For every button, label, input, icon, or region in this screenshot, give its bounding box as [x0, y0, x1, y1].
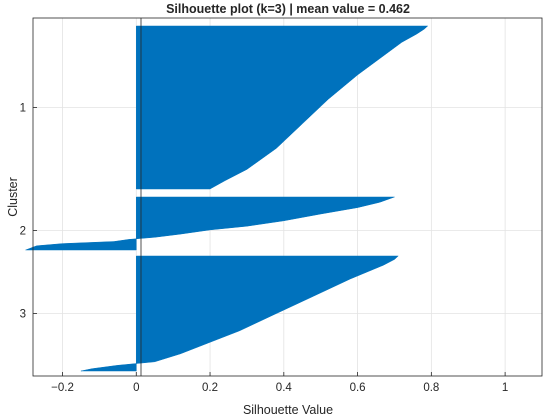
x-ticks: −0.2 0 0.2 0.4 0.6 0.8 1 — [51, 372, 508, 394]
x-tick-label: 1 — [502, 382, 508, 394]
x-tick-label: 0.6 — [350, 382, 366, 394]
y-tick-label: 1 — [20, 103, 26, 115]
x-tick-label: −0.2 — [51, 382, 74, 394]
x-tick-label: 0.4 — [276, 382, 293, 394]
x-tick-label: 0.2 — [202, 382, 218, 394]
y-tick-label: 2 — [20, 226, 26, 238]
x-axis-label: Silhouette Value — [243, 403, 333, 417]
y-ticks: 1 2 3 — [20, 103, 37, 321]
silhouette-bars — [25, 25, 429, 372]
y-axis-label: Cluster — [6, 177, 20, 217]
chart-title: Silhouette plot (k=3) | mean value = 0.4… — [166, 2, 410, 16]
x-tick-label: 0.8 — [423, 382, 439, 394]
x-tick-label: 0 — [133, 382, 139, 394]
y-tick-label: 3 — [20, 309, 26, 321]
silhouette-bar-cluster-3 — [80, 255, 399, 372]
plot-frame — [32, 17, 543, 377]
silhouette-bar-cluster-1 — [136, 25, 429, 190]
